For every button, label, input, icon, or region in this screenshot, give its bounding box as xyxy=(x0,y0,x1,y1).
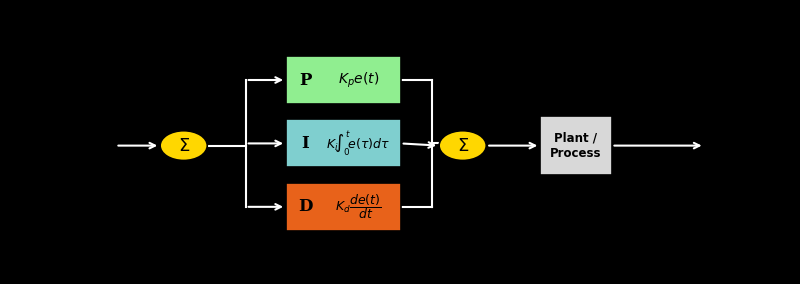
Text: $K_d\dfrac{de(t)}{dt}$: $K_d\dfrac{de(t)}{dt}$ xyxy=(335,192,382,221)
FancyBboxPatch shape xyxy=(286,183,401,231)
Text: I: I xyxy=(302,135,310,152)
Text: $K_i\!\int_0^t\!e(\tau)d\tau$: $K_i\!\int_0^t\!e(\tau)d\tau$ xyxy=(326,129,390,158)
FancyBboxPatch shape xyxy=(540,116,611,175)
FancyBboxPatch shape xyxy=(286,119,401,168)
Text: $\Sigma$: $\Sigma$ xyxy=(178,137,190,154)
Text: Plant /
Process: Plant / Process xyxy=(550,131,602,160)
Ellipse shape xyxy=(439,131,486,160)
Ellipse shape xyxy=(160,131,207,160)
Text: P: P xyxy=(299,72,312,89)
FancyBboxPatch shape xyxy=(286,56,401,104)
Text: $\Sigma$: $\Sigma$ xyxy=(457,137,469,154)
Text: D: D xyxy=(298,198,313,215)
Text: $K_p e(t)$: $K_p e(t)$ xyxy=(338,70,379,90)
